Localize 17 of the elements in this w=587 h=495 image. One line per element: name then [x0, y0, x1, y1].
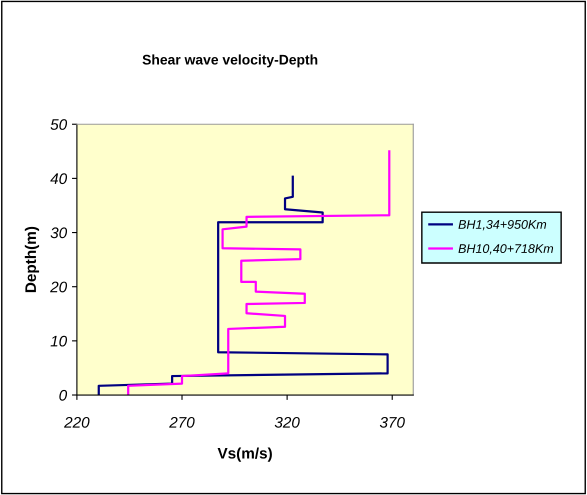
- x-axis-title: Vs(m/s): [218, 447, 272, 462]
- y-tick-label: 40: [50, 173, 68, 184]
- x-tick-label: 320: [274, 416, 300, 428]
- y-tick-label: 10: [50, 336, 68, 347]
- x-tick-label: 370: [380, 416, 405, 428]
- line-series: [127, 150, 390, 396]
- x-tick-label: 270: [169, 416, 195, 428]
- y-axis-title: Depth(m): [24, 226, 40, 292]
- y-tick-label: 0: [59, 390, 68, 401]
- legend-label: BH10,40+718Km: [458, 244, 554, 255]
- y-tick-label: 50: [50, 119, 68, 130]
- x-tick-label: 220: [64, 416, 90, 428]
- legend-label: BH1,34+950Km: [458, 220, 546, 230]
- y-tick-label: 30: [50, 227, 68, 238]
- y-tick-label: 20: [50, 282, 68, 292]
- line-series: [98, 176, 389, 396]
- chart-title: Shear wave velocity-Depth: [142, 54, 318, 68]
